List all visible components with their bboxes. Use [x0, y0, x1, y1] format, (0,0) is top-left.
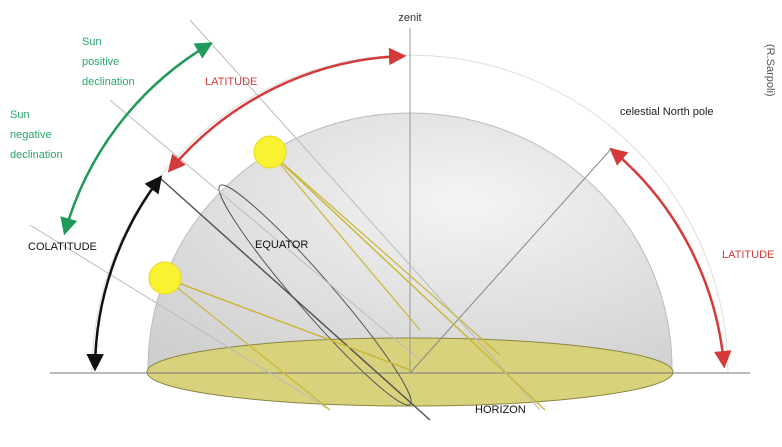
sun-negative-label: Sun negative declination [10, 109, 63, 161]
sun-ray [269, 151, 546, 411]
latitude-arc [609, 147, 732, 369]
declination-line [29, 224, 331, 411]
sun-ray [164, 277, 411, 371]
label-line: positive [82, 56, 119, 68]
horizon-label: HORIZON [475, 404, 526, 416]
equator-label: EQUATOR [255, 239, 308, 251]
sun-ray [164, 277, 331, 411]
pole-axis [409, 147, 613, 374]
declination-arc [60, 42, 214, 236]
label-line: Sun [82, 36, 102, 48]
sun [253, 135, 287, 169]
label-line: declination [82, 76, 135, 88]
sun [148, 261, 182, 295]
colatitude-label: COLATITUDE [28, 241, 97, 253]
sun-ray [269, 151, 421, 331]
pole-label: celestial North pole [620, 106, 714, 118]
sun-ray [269, 151, 501, 356]
label-line: negative [10, 129, 52, 141]
label-line: declination [10, 149, 63, 161]
zenit-label: zenit [398, 12, 421, 24]
label-line: Sun [10, 109, 30, 121]
sun-positive-label: Sun positive declination [82, 36, 135, 88]
latitude-label: LATITUDE [205, 76, 257, 88]
credit: (R.Sarpoli) [764, 44, 776, 97]
latitude-label: LATITUDE [722, 249, 774, 261]
